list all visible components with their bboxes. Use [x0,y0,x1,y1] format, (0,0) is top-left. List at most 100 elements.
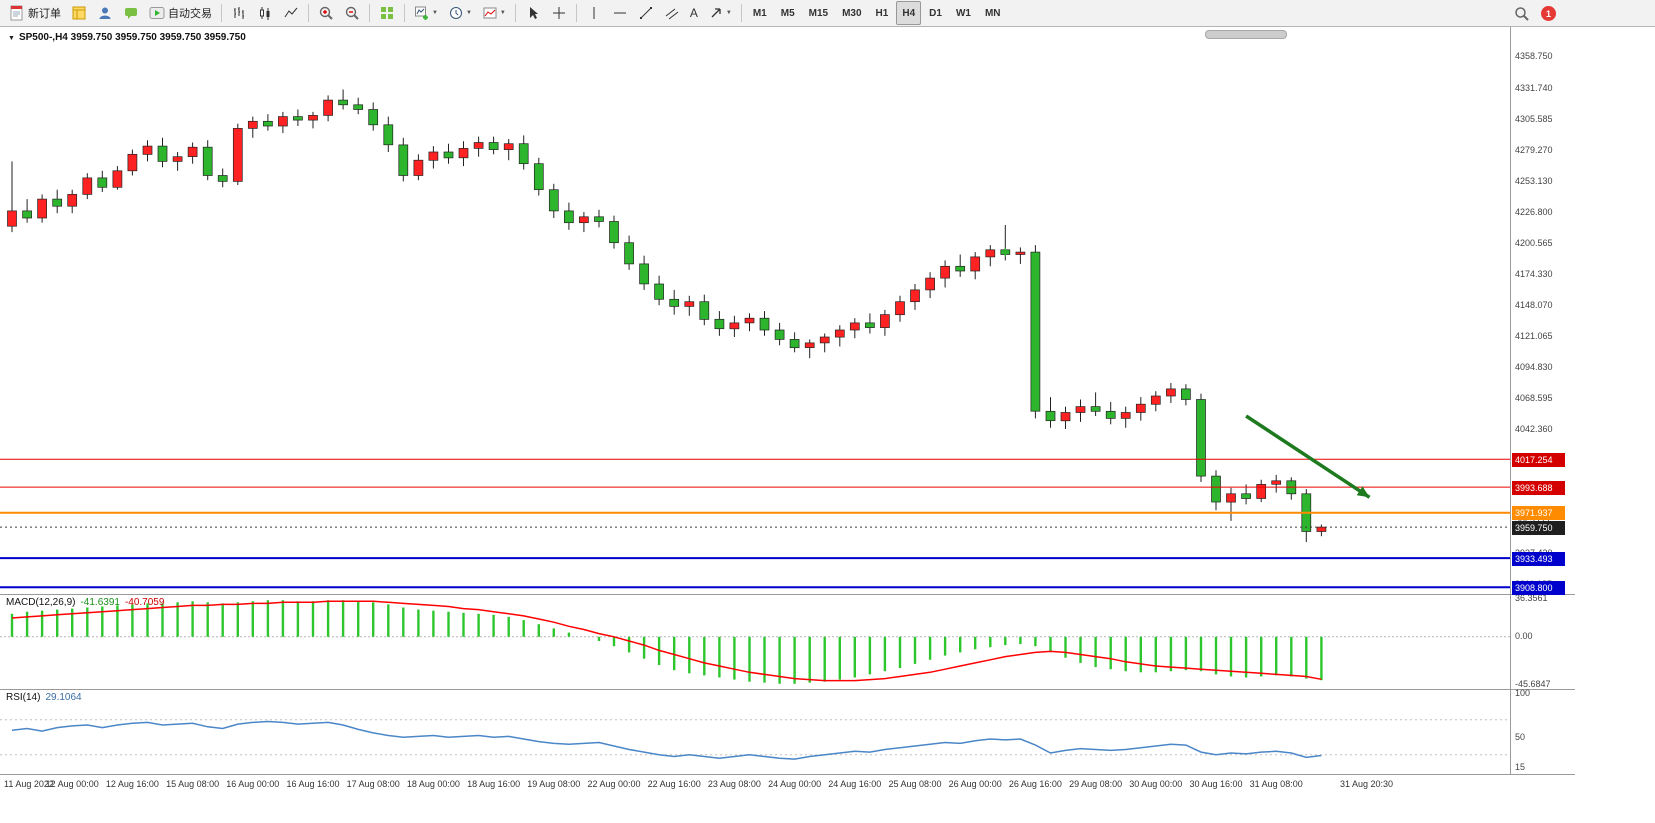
price-axis-label: 4279.270 [1515,145,1553,155]
time-axis-label: 30 Aug 16:00 [1189,779,1243,789]
macd-axis-label: 36.3561 [1515,593,1548,604]
toolbar-separator [221,4,222,22]
arrow-objects-button[interactable]: ▼ [704,1,736,25]
zoom-out-button[interactable] [340,1,364,25]
horizontal-line-button[interactable] [608,1,632,25]
tile-windows-button[interactable] [375,1,399,25]
macd-axis-label: -45.6847 [1515,679,1551,689]
time-axis-label: 17 Aug 08:00 [346,779,400,789]
chart-scrollbar-thumb[interactable] [1205,30,1287,39]
equidistant-channel-button[interactable] [660,1,684,25]
chevron-down-icon: ▼ [725,10,732,16]
periods-button[interactable]: ▼ [444,1,476,25]
search-icon [1515,7,1529,21]
panel-divider[interactable] [0,774,1575,775]
time-axis-label: 22 Aug 16:00 [647,779,701,789]
collapse-arrow-icon[interactable]: ▼ [8,35,15,42]
time-axis-label: 26 Aug 00:00 [948,779,1002,789]
candlesticks-icon [260,7,270,20]
periods-icon [449,7,462,19]
zoom-in-button[interactable] [314,1,338,25]
toolbar-separator [740,4,742,22]
time-axis-label: 23 Aug 08:00 [707,779,761,789]
bar-chart-button[interactable] [227,1,251,25]
charts-window-button[interactable] [67,1,91,25]
zoom-out-icon [345,6,359,20]
time-axis-label: 26 Aug 16:00 [1008,779,1062,789]
notification-badge[interactable]: 1 [1541,6,1556,21]
time-axis-label: 12 Aug 00:00 [45,779,99,789]
autotrading-icon [149,7,165,19]
time-axis-label: 30 Aug 00:00 [1129,779,1183,789]
candlestick-chart-button[interactable] [253,1,277,25]
candlestick-chart[interactable] [0,27,1510,594]
timeframe-d1[interactable]: D1 [929,7,942,19]
time-axis-label: 11 Aug 2022 [4,779,54,789]
templates-button[interactable]: ▼ [478,1,510,25]
rsi-axis-label: 50 [1515,731,1526,742]
profile-button[interactable] [93,1,117,25]
time-axis-label: 29 Aug 08:00 [1069,779,1123,789]
time-axis-label: 25 Aug 08:00 [888,779,942,789]
tile-windows-icon [381,7,393,19]
time-axis-label: 24 Aug 00:00 [768,779,822,789]
price-axis-label: 4200.565 [1515,237,1553,248]
zoom-in-icon [319,6,333,20]
comment-button[interactable] [119,1,143,25]
toolbar-separator [514,4,516,22]
line-chart-button[interactable] [279,1,303,25]
vertical-line-button[interactable] [582,1,606,25]
rsi-axis-label: 15 [1515,762,1526,773]
price-axis-label: 4253.130 [1515,175,1553,186]
price-axis-separator [1510,27,1511,775]
line-chart-icon [284,7,298,18]
price-axis-label: 4331.740 [1515,83,1553,94]
autotrading-button[interactable]: 自动交易 [145,1,216,25]
price-axis-label: 4042.360 [1515,424,1553,435]
templates-icon [483,7,497,19]
crosshair-button[interactable] [547,1,571,25]
cursor-button[interactable] [521,1,545,25]
timeframe-m30[interactable]: M30 [842,7,862,19]
timeframe-h1[interactable]: H1 [875,7,889,19]
time-axis[interactable]: 11 Aug 2022 12 Aug 00:00 12 Aug 16:00 15 Au… [0,779,1510,793]
trendline-button[interactable] [634,1,658,25]
timeframe-m1[interactable]: M1 [752,7,767,19]
timeframe-w1[interactable]: W1 [955,7,971,19]
time-axis-label: 16 Aug 00:00 [226,779,280,789]
chevron-down-icon: ▼ [499,10,506,16]
price-axis[interactable]: 4358.750 4331.740 4305.585 4279.270 4253.130… [1512,27,1655,822]
macd-label: MACD(12,26,9) -41.6391 -40.7059 [6,597,169,608]
crosshair-icon [552,7,565,19]
price-axis-label: 4148.070 [1515,299,1553,310]
macd-indicator[interactable] [0,595,1510,689]
timeframe-mn[interactable]: MN [984,7,1001,19]
autotrading-label: 自动交易 [168,8,212,20]
rsi-indicator[interactable] [0,690,1510,774]
time-axis-label: 22 Aug 00:00 [587,779,641,789]
profile-icon [99,7,111,19]
timeframe-h4[interactable]: H4 [896,1,922,25]
price-axis-label: 4305.585 [1515,113,1553,124]
panel-divider[interactable] [0,689,1575,690]
charts-window-icon [72,6,86,20]
time-axis-label: 15 Aug 08:00 [166,779,220,789]
timeframe-m5[interactable]: M5 [780,7,795,19]
time-axis-label: 12 Aug 16:00 [105,779,159,789]
timeframe-m15[interactable]: M15 [808,7,829,19]
price-line-badge: 3971.937 [1512,506,1565,521]
new-chart-button[interactable]: ▼ [410,1,442,25]
toolbar-separator [404,4,405,22]
symbol-header: ▼ SP500-,H4 3959.750 3959.750 3959.750 39… [8,32,246,43]
price-axis-label: 4068.595 [1515,393,1553,404]
new-order-button[interactable]: 新订单 [5,1,65,25]
bars-icon [234,7,244,19]
text-tool-button[interactable]: A [686,1,702,25]
new-order-icon [10,5,23,21]
macd-axis-label: 0.00 [1515,631,1533,642]
time-axis-label: 31 Aug 20:30 [1339,779,1394,789]
panel-divider[interactable] [0,594,1575,595]
rsi-value: 29.1064 [45,692,82,703]
price-axis-label: 4174.330 [1515,268,1553,279]
search-button[interactable] [1514,6,1530,27]
